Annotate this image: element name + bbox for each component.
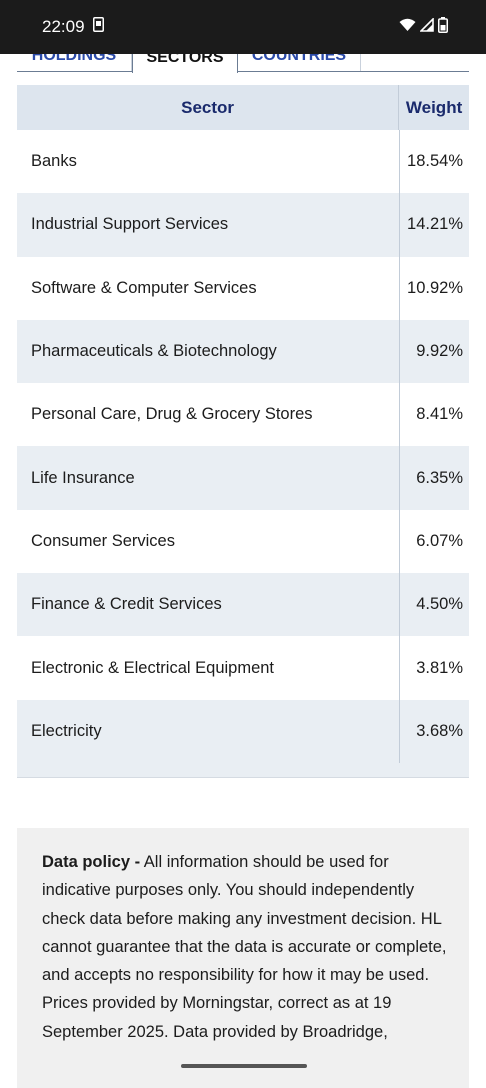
gesture-navigation-handle[interactable] bbox=[181, 1064, 307, 1068]
column-divider bbox=[399, 130, 400, 763]
weight-cell: 8.41% bbox=[416, 405, 463, 424]
sectors-table: Sector Weight Banks 18.54% Industrial Su… bbox=[17, 85, 469, 778]
status-bar: 22:09 bbox=[0, 0, 486, 54]
table-row: Life Insurance 6.35% bbox=[17, 446, 469, 510]
sector-column-header: Sector bbox=[181, 97, 235, 117]
table-row: Banks 18.54% bbox=[17, 130, 469, 193]
sector-cell: Industrial Support Services bbox=[31, 215, 229, 234]
table-row: Consumer Services 6.07% bbox=[17, 510, 469, 573]
weight-cell: 14.21% bbox=[407, 215, 463, 234]
weight-cell: 3.68% bbox=[416, 721, 463, 740]
sector-cell: Finance & Credit Services bbox=[31, 595, 222, 614]
table-row: Industrial Support Services 14.21% bbox=[17, 193, 469, 257]
cell-signal-icon bbox=[419, 17, 434, 37]
sector-cell: Consumer Services bbox=[31, 531, 175, 550]
sector-cell: Software & Computer Services bbox=[31, 278, 257, 297]
data-policy-box: Data policy - All information should be … bbox=[17, 828, 469, 1088]
sector-cell: Electronic & Electrical Equipment bbox=[31, 658, 275, 677]
data-policy-text: All information should be used for indic… bbox=[42, 853, 447, 1041]
sector-cell: Pharmaceuticals & Biotechnology bbox=[31, 342, 277, 361]
screenshot-notification-icon bbox=[92, 17, 104, 37]
sector-cell: Electricity bbox=[31, 721, 102, 740]
weight-cell: 18.54% bbox=[407, 152, 463, 171]
weight-cell: 9.92% bbox=[416, 342, 463, 361]
weight-cell: 3.81% bbox=[416, 658, 463, 677]
weight-cell: 6.35% bbox=[416, 468, 463, 487]
battery-icon bbox=[438, 16, 448, 38]
table-row: Pharmaceuticals & Biotechnology 9.92% bbox=[17, 319, 469, 384]
table-header: Sector Weight bbox=[17, 85, 469, 130]
data-policy-title: Data policy - bbox=[42, 853, 141, 871]
table-row: Finance & Credit Services 4.50% bbox=[17, 573, 469, 637]
table-footer bbox=[17, 762, 469, 778]
wifi-icon bbox=[399, 17, 416, 37]
sector-cell: Life Insurance bbox=[31, 468, 135, 487]
sector-cell: Banks bbox=[31, 152, 77, 171]
weight-column-header: Weight bbox=[398, 85, 469, 130]
table-row: Personal Care, Drug & Grocery Stores 8.4… bbox=[17, 383, 469, 446]
sector-cell: Personal Care, Drug & Grocery Stores bbox=[31, 405, 313, 424]
status-time: 22:09 bbox=[42, 17, 85, 36]
table-row: Software & Computer Services 10.92% bbox=[17, 257, 469, 320]
table-row: Electricity 3.68% bbox=[17, 699, 469, 763]
weight-cell: 10.92% bbox=[407, 278, 463, 297]
weight-cell: 6.07% bbox=[416, 531, 463, 550]
weight-cell: 4.50% bbox=[416, 595, 463, 614]
table-row: Electronic & Electrical Equipment 3.81% bbox=[17, 636, 469, 699]
